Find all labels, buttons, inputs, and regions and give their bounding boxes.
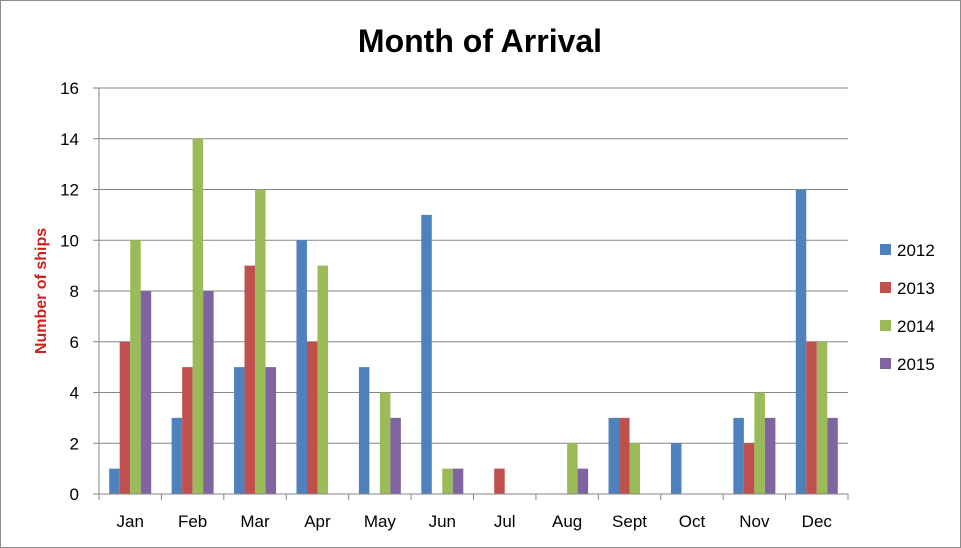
bar-2013-Jan — [119, 341, 131, 494]
bar-2015-Feb — [203, 291, 214, 494]
chart-title: Month of Arrival — [358, 23, 602, 59]
y-tick-label: 14 — [60, 130, 79, 149]
legend-label-2014: 2014 — [897, 317, 935, 336]
bar-2015-May — [390, 417, 401, 494]
bar-2013-Jul — [494, 468, 505, 494]
y-tick-label: 6 — [70, 333, 79, 352]
legend-swatch-2014 — [880, 320, 891, 331]
bar-2014-Jun — [442, 468, 453, 494]
bar-2012-Jun — [421, 214, 432, 494]
bar-2015-Dec — [827, 417, 838, 494]
bar-2014-Aug — [567, 443, 578, 494]
bar-2012-Mar — [234, 367, 245, 494]
bar-2012-Feb — [171, 417, 183, 494]
x-tick-label: Mar — [240, 512, 270, 531]
bar-2014-Jan — [130, 240, 141, 494]
x-tick-label: Feb — [178, 512, 207, 531]
bar-2014-Nov — [754, 392, 765, 494]
bar-2015-Jan — [140, 291, 152, 494]
x-tick-label: Dec — [802, 512, 833, 531]
x-tick-label: Jul — [494, 512, 516, 531]
y-axis-label: Number of ships — [33, 228, 50, 354]
bar-2015-Nov — [764, 417, 776, 494]
y-tick-label: 12 — [60, 181, 79, 200]
x-tick-label: Jun — [429, 512, 456, 531]
bar-2013-Feb — [182, 367, 193, 494]
bar-2013-Dec — [806, 341, 817, 494]
x-tick-label: Oct — [679, 512, 706, 531]
x-tick-label: Nov — [739, 512, 770, 531]
bar-2013-Nov — [743, 443, 755, 494]
bar-2012-Jan — [109, 468, 120, 494]
legend-label-2015: 2015 — [897, 355, 935, 374]
y-tick-label: 16 — [60, 79, 79, 98]
bar-2014-Dec — [816, 341, 828, 494]
bar-2012-Nov — [733, 417, 744, 494]
x-tick-label: Jan — [116, 512, 143, 531]
bar-2013-Sept — [619, 417, 630, 494]
x-tick-label: May — [364, 512, 397, 531]
bar-2015-Mar — [265, 367, 277, 494]
bar-2013-Mar — [244, 265, 256, 494]
bar-2012-Oct — [670, 443, 682, 494]
x-tick-label: Sept — [612, 512, 647, 531]
bar-2013-Apr — [306, 341, 318, 494]
x-tick-label: Aug — [552, 512, 582, 531]
y-tick-label: 10 — [60, 231, 79, 250]
bar-2015-Aug — [577, 468, 589, 494]
legend: 2012 2013 2014 2015 — [880, 241, 935, 374]
y-tick-label: 2 — [70, 434, 79, 453]
y-tick-label: 0 — [70, 485, 79, 504]
legend-label-2013: 2013 — [897, 279, 935, 298]
bar-2012-Apr — [296, 240, 307, 494]
bar-2012-Sept — [608, 417, 620, 494]
bars — [109, 138, 838, 494]
bar-2012-Dec — [795, 189, 807, 494]
legend-swatch-2013 — [880, 282, 891, 293]
axes: 0 2 4 6 8 10 12 14 16 Jan Feb Mar Apr May Jun Jul Aug Sep… — [60, 79, 849, 531]
gridlines — [99, 87, 848, 444]
legend-swatch-2012 — [880, 244, 891, 255]
y-tick-label: 8 — [70, 282, 79, 301]
bar-2012-May — [358, 367, 370, 494]
legend-label-2012: 2012 — [897, 241, 935, 260]
y-tick-label: 4 — [70, 384, 79, 403]
legend-swatch-2015 — [880, 358, 891, 369]
bar-2015-Jun — [452, 468, 464, 494]
bar-2014-Sept — [629, 443, 641, 494]
bar-2014-Feb — [192, 138, 204, 494]
bar-2014-Apr — [317, 265, 328, 494]
bar-2014-Mar — [255, 189, 266, 494]
x-tick-label: Apr — [304, 512, 331, 531]
bar-2014-May — [379, 392, 391, 494]
